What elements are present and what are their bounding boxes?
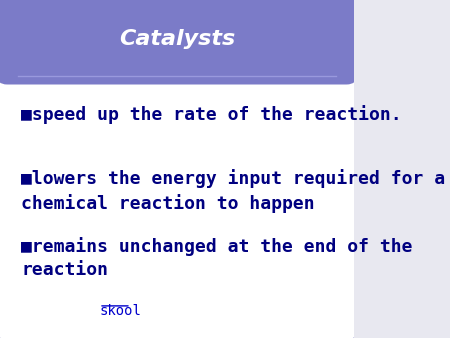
Text: ■remains unchanged at the end of the
reaction: ■remains unchanged at the end of the rea…	[21, 237, 413, 279]
FancyBboxPatch shape	[0, 0, 357, 338]
Text: ■speed up the rate of the reaction.: ■speed up the rate of the reaction.	[21, 105, 402, 124]
Text: ■lowers the energy input required for a
chemical reaction to happen: ■lowers the energy input required for a …	[21, 169, 445, 213]
Text: skool: skool	[99, 304, 141, 318]
FancyBboxPatch shape	[0, 0, 357, 84]
Text: Catalysts: Catalysts	[119, 29, 235, 49]
